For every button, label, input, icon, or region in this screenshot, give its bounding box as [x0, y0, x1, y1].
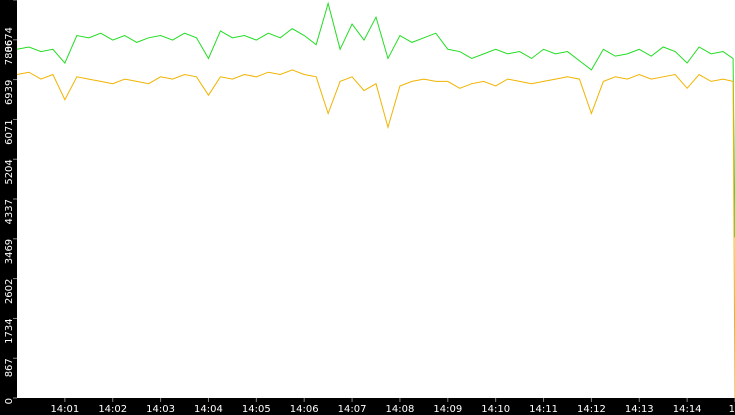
- series-line: [16, 69, 735, 399]
- x-tick-label: 14:14: [673, 404, 702, 415]
- y-tick-label: 7806: [4, 40, 15, 65]
- plot-area: [17, 0, 735, 398]
- x-tick-label: 14:05: [242, 404, 271, 415]
- y-tick-label: 867: [4, 358, 15, 377]
- y-tick-label: 6939: [4, 80, 15, 105]
- x-tick-label: 14:01: [50, 404, 79, 415]
- x-tick-label: 14:02: [98, 404, 127, 415]
- series-line: [16, 1, 735, 238]
- x-tick-label: 14:09: [433, 404, 462, 415]
- y-tick-label: 8674: [4, 27, 15, 52]
- x-tick-label: 14:06: [290, 404, 319, 415]
- y-tick-label: 1734: [4, 318, 15, 343]
- y-tick-label: 2602: [4, 279, 15, 304]
- x-tick-label: 14:12: [577, 404, 606, 415]
- x-tick-label: 14:03: [146, 404, 175, 415]
- y-tick-label: 0: [4, 398, 15, 404]
- y-tick-label: 3469: [4, 239, 15, 264]
- y-tick-label: 4337: [4, 199, 15, 224]
- x-tick-label: 14:11: [529, 404, 558, 415]
- y-tick-label: 6071: [4, 119, 15, 144]
- x-tick-label: 14:07: [338, 404, 367, 415]
- x-tick-label: 14:04: [194, 404, 223, 415]
- y-tick-label: 5204: [4, 159, 15, 184]
- x-tick-label: 14: [729, 404, 735, 415]
- x-tick-label: 14:10: [481, 404, 510, 415]
- x-tick-label: 14:08: [386, 404, 415, 415]
- x-tick-label: 14:13: [625, 404, 654, 415]
